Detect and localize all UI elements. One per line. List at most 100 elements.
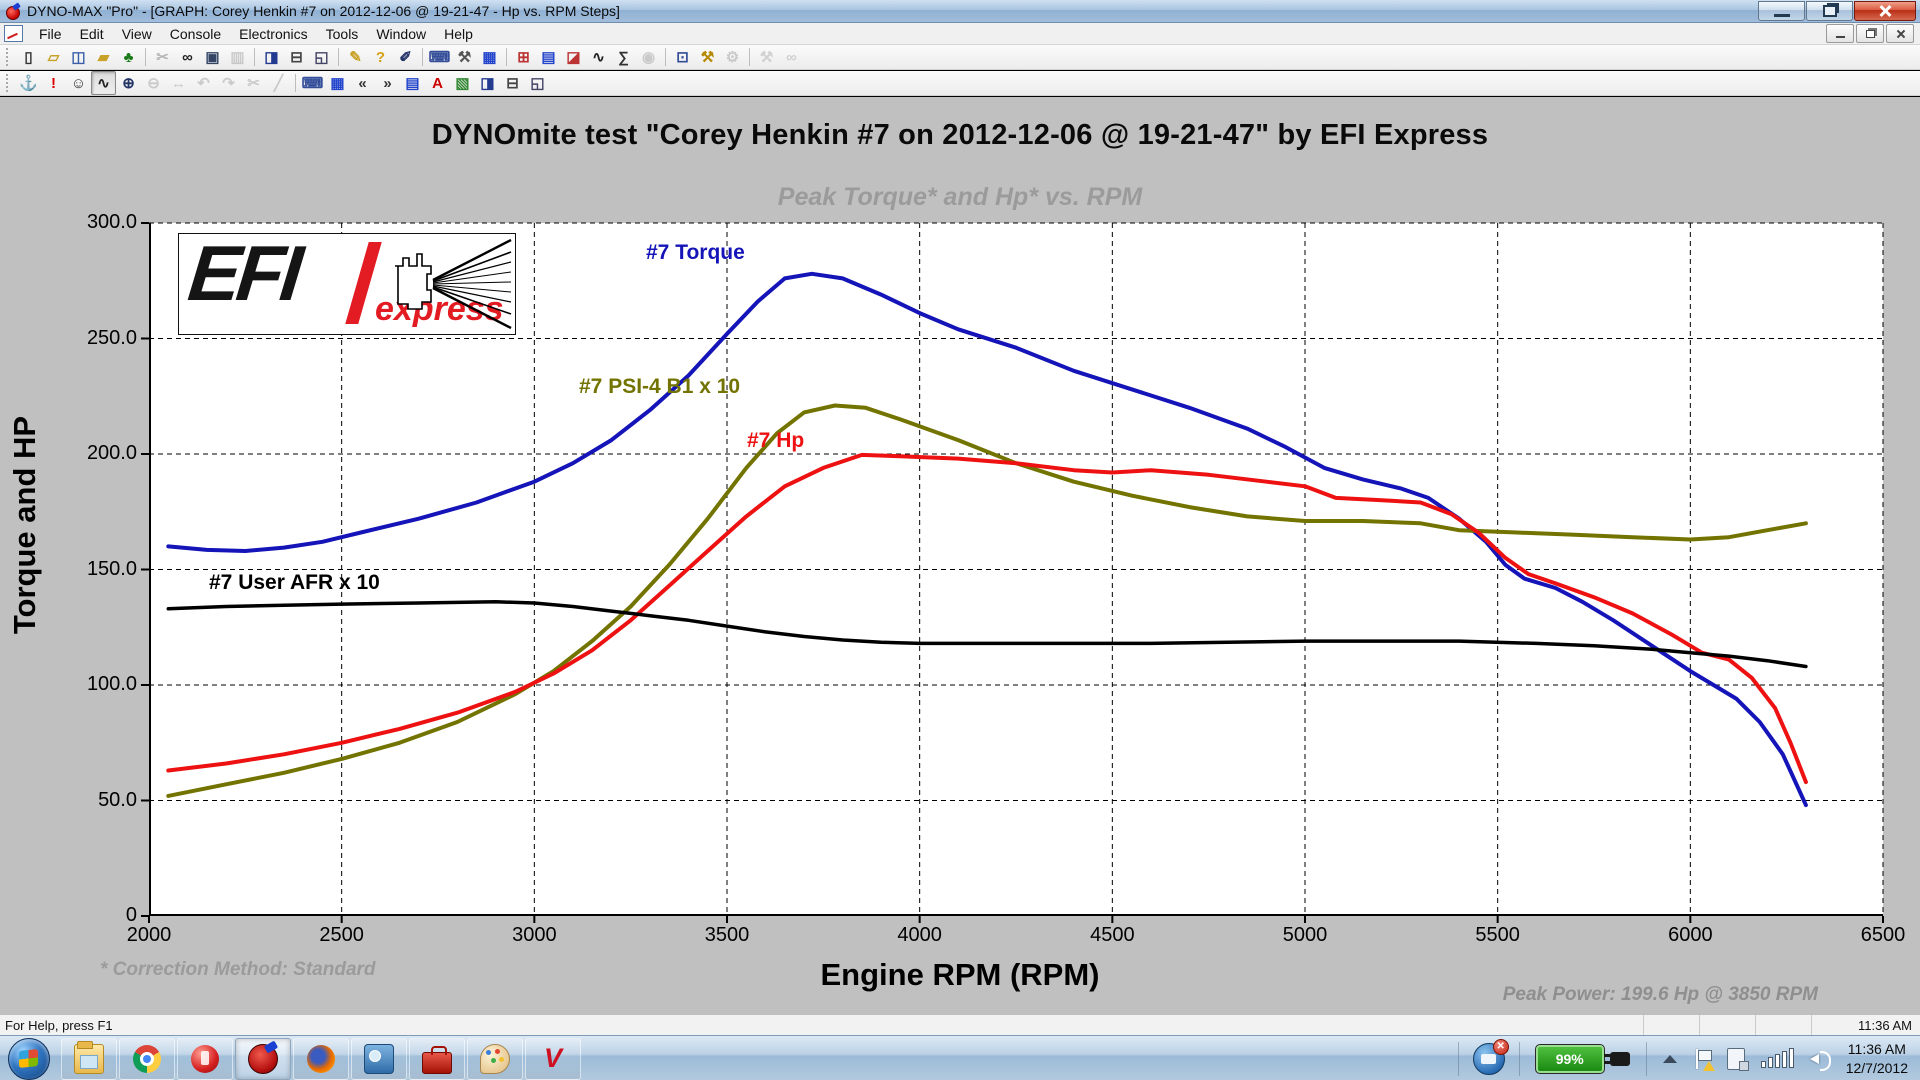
toolbox-app-taskbar-button[interactable] bbox=[409, 1037, 465, 1080]
zoom-in-icon[interactable]: ⊕ bbox=[122, 75, 135, 92]
copy-icon[interactable]: ▣ bbox=[205, 49, 220, 66]
graph-window-icon[interactable]: ◪ bbox=[566, 49, 581, 66]
x-tick-label: 3000 bbox=[512, 924, 557, 946]
tray-toolbox-icon[interactable]: ✕ bbox=[1472, 1038, 1509, 1075]
ruler-grid-icon[interactable]: ▤ bbox=[405, 75, 420, 92]
help-icon[interactable]: ? bbox=[375, 48, 386, 66]
chart-title: DYNOmite test "Corey Henkin #7 on 2012-1… bbox=[431, 119, 1489, 151]
y-tick-label: 200.0 bbox=[86, 442, 137, 464]
volume-icon[interactable] bbox=[1809, 1049, 1832, 1071]
x-tick-label: 4500 bbox=[1090, 924, 1135, 946]
removable-device-icon[interactable] bbox=[1726, 1047, 1749, 1071]
toolbar-grip[interactable] bbox=[6, 48, 12, 66]
import-folder-icon[interactable]: ▰ bbox=[97, 49, 110, 66]
menu-tools[interactable]: Tools bbox=[325, 25, 359, 42]
toolbar-grip[interactable] bbox=[6, 74, 12, 92]
dynomax-app-taskbar-button[interactable] bbox=[235, 1037, 291, 1080]
math-channel-icon[interactable]: ∑ bbox=[618, 48, 629, 66]
notebook2-icon[interactable]: ◨ bbox=[480, 75, 495, 92]
open-folder-icon[interactable]: ▱ bbox=[47, 49, 60, 66]
minimize-button[interactable] bbox=[1758, 1, 1805, 21]
document-icon bbox=[4, 25, 23, 42]
prev-page-icon[interactable]: « bbox=[358, 74, 367, 92]
menu-view[interactable]: View bbox=[121, 25, 152, 42]
whats-this-icon[interactable]: ✐ bbox=[399, 49, 412, 66]
print-setup-icon[interactable]: ⊟ bbox=[290, 49, 303, 66]
curve-fit-icon[interactable]: ∿ bbox=[592, 49, 605, 66]
new-document-icon[interactable]: ▯ bbox=[24, 49, 33, 66]
show-hidden-icons-button[interactable] bbox=[1662, 1054, 1677, 1063]
tray-divider bbox=[1645, 1041, 1647, 1076]
font-color-icon[interactable]: A bbox=[432, 74, 443, 92]
action-center-icon[interactable] bbox=[1695, 1048, 1715, 1071]
mdi-restore-icon bbox=[1865, 29, 1875, 38]
mdi-close-button[interactable] bbox=[1886, 24, 1914, 43]
print-icon[interactable]: ⊟ bbox=[506, 75, 519, 92]
edit-graph-icon[interactable]: ▧ bbox=[455, 75, 470, 92]
grid-lines-icon[interactable]: ▦ bbox=[330, 75, 345, 92]
title-bar[interactable]: DYNO-MAX "Pro" - [GRAPH: Corey Henkin #7… bbox=[0, 0, 1920, 23]
data-grid-icon[interactable]: ▦ bbox=[482, 49, 497, 66]
toolbar-separator bbox=[145, 48, 146, 66]
console-app-taskbar-button[interactable] bbox=[351, 1037, 407, 1080]
save-icon[interactable]: ◫ bbox=[71, 49, 86, 66]
calc-console-icon[interactable]: ⌨ bbox=[301, 75, 324, 92]
curve--7-torque bbox=[166, 271, 1808, 808]
tree-view-icon[interactable]: ♣ bbox=[123, 48, 134, 66]
repair-tools-icon: ⚒ bbox=[759, 49, 774, 66]
print-preview-icon[interactable]: ◱ bbox=[314, 49, 329, 66]
status-cell bbox=[1643, 1015, 1699, 1035]
restore-icon bbox=[1822, 5, 1837, 17]
menu-help[interactable]: Help bbox=[444, 25, 473, 42]
status-cell bbox=[1699, 1015, 1755, 1035]
mdi-minimize-button[interactable] bbox=[1826, 24, 1854, 43]
mini-console-icon[interactable]: ⌨ bbox=[428, 49, 451, 66]
autoscale-graph-icon[interactable]: ∿ bbox=[91, 71, 116, 95]
session-grid-icon[interactable]: ⊞ bbox=[517, 49, 530, 66]
search-disabled-icon: ∞ bbox=[786, 48, 797, 66]
series-label-torque: #7 Torque bbox=[646, 241, 745, 264]
graph-document: DYNOmite test "Corey Henkin #7 on 2012-1… bbox=[0, 97, 1920, 1014]
menu-file[interactable]: File bbox=[39, 25, 62, 42]
chrome-app-taskbar-button[interactable] bbox=[119, 1037, 175, 1080]
y-tick-label: 0 bbox=[125, 904, 137, 926]
status-help-text: For Help, press F1 bbox=[5, 1017, 113, 1033]
find-icon[interactable]: ∞ bbox=[182, 48, 193, 66]
firefox-app-taskbar-button[interactable] bbox=[293, 1037, 349, 1080]
start-button[interactable] bbox=[8, 1037, 50, 1080]
menu-window[interactable]: Window bbox=[376, 25, 427, 42]
logo-brand-text: EFI bbox=[184, 233, 304, 317]
v-app-taskbar-button[interactable]: V bbox=[525, 1037, 581, 1080]
stop-run-icon[interactable]: ! bbox=[51, 74, 56, 92]
annotate-pencil-icon[interactable]: ✎ bbox=[349, 49, 362, 66]
explorer-app-taskbar-button[interactable] bbox=[61, 1037, 117, 1080]
config-tools-icon[interactable]: ⚒ bbox=[700, 49, 715, 66]
red-orb-app-taskbar-button[interactable] bbox=[177, 1037, 233, 1080]
efi-express-logo: EFI express bbox=[178, 233, 516, 335]
next-page-icon[interactable]: » bbox=[383, 74, 392, 92]
firefox-app-icon bbox=[307, 1044, 335, 1073]
menu-console[interactable]: Console bbox=[169, 25, 222, 42]
menu-electronics[interactable]: Electronics bbox=[239, 25, 308, 42]
run-tools-icon[interactable]: ⚒ bbox=[457, 49, 472, 66]
notebook-icon[interactable]: ◨ bbox=[264, 49, 279, 66]
error-badge-icon: ✕ bbox=[1492, 1038, 1509, 1055]
operator-icon[interactable]: ☺ bbox=[70, 74, 87, 92]
snapshot-icon: ◉ bbox=[641, 49, 656, 66]
mdi-restore-button[interactable] bbox=[1856, 24, 1884, 43]
menu-edit[interactable]: Edit bbox=[79, 25, 104, 42]
close-icon bbox=[1878, 5, 1892, 17]
taskbar-clock[interactable]: 11:36 AM 12/7/2012 bbox=[1840, 1040, 1920, 1078]
console-meter-icon[interactable]: ⊡ bbox=[676, 49, 689, 66]
engine-spray-graphic bbox=[395, 238, 512, 330]
spreadsheet-icon[interactable]: ▤ bbox=[541, 49, 556, 66]
close-button[interactable] bbox=[1854, 1, 1916, 21]
page-preview-icon[interactable]: ◱ bbox=[530, 75, 545, 92]
restore-button[interactable] bbox=[1806, 1, 1853, 21]
battery-indicator[interactable]: 99% bbox=[1526, 1043, 1640, 1074]
dock-window-icon[interactable]: ⚓ bbox=[19, 75, 38, 92]
series-label-hp: #7 Hp bbox=[747, 429, 805, 452]
paint-app-taskbar-button[interactable] bbox=[467, 1037, 523, 1080]
toolbar-graph: ⚓! ☺ ∿ ⊕ ⊖ ↔ ↶ ↷ ✂ ╱ ⌨ ▦ « » ▤ A ▧ ◨ ⊟ ◱ bbox=[0, 71, 1920, 96]
network-signal-icon[interactable] bbox=[1760, 1047, 1794, 1068]
